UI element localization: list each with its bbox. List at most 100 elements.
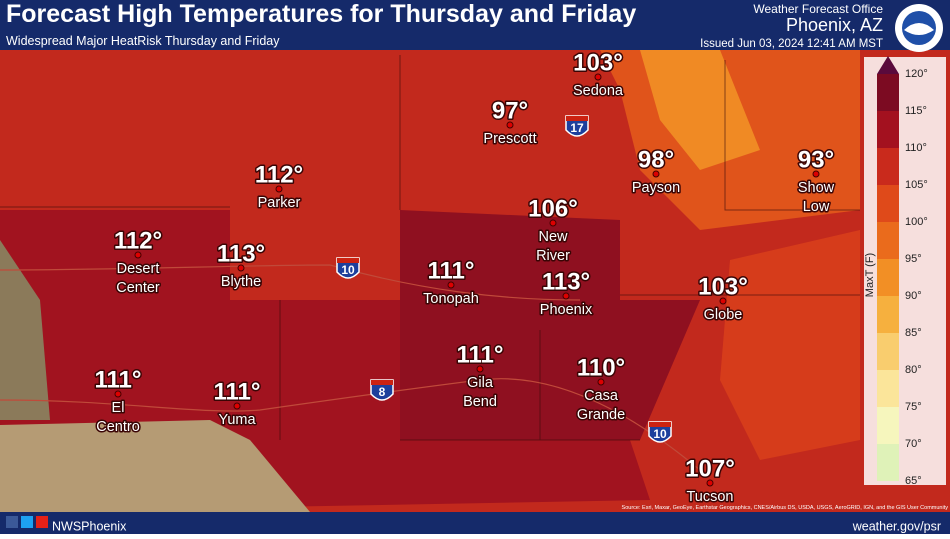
city-name: Tonopah [423, 291, 479, 307]
city-temp: 103° [698, 273, 748, 300]
city-name: Show [798, 180, 835, 196]
city-name: Low [803, 199, 830, 215]
city-name: River [536, 248, 570, 264]
subtitle: Widespread Major HeatRisk Thursday and F… [6, 34, 280, 48]
city-temp: 113° [542, 268, 590, 295]
city-name: Parker [258, 195, 301, 211]
legend-tick-label: 100° [905, 216, 928, 228]
legend: 120° 115° 110° 105° 100° 95° 90° 85° 80° 75° 70° 65… [864, 56, 946, 487]
city-name: New [538, 229, 568, 245]
office: Weather Forecast Office [753, 2, 883, 16]
legend-swatch [877, 74, 899, 111]
legend-tick-label: 110° [905, 142, 927, 154]
city-name: Blythe [221, 274, 261, 290]
legend-tick-label: 65° [905, 475, 922, 487]
city-dot [114, 390, 122, 398]
legend-title: MaxT (F) [864, 253, 876, 297]
footer-url: weather.gov/psr [852, 519, 941, 533]
city-name: Globe [704, 307, 743, 323]
footer-bar [0, 512, 950, 534]
city-name: Gila [467, 375, 494, 391]
source: Source: Esri, Maxar, GeoEye, Earthstar G… [622, 505, 949, 511]
city-name: Bend [463, 394, 497, 410]
city-name: Center [116, 280, 160, 296]
city-name: Prescott [483, 131, 536, 147]
title: Forecast High Temperatures for Thursday … [6, 0, 636, 28]
city-temp: 113° [217, 240, 265, 267]
shield-top [649, 422, 671, 427]
legend-swatch [877, 370, 899, 407]
legend-tick-label: 90° [905, 290, 922, 302]
city-name: Yuma [218, 412, 256, 428]
legend-tick-label: 75° [905, 401, 922, 413]
city-name: Phoenix [540, 302, 593, 318]
interstate-number: 10 [341, 263, 355, 277]
city-temp: 111° [95, 366, 142, 393]
city-dot [506, 121, 514, 129]
city-dot [562, 292, 570, 300]
shield-top [566, 116, 588, 121]
city-dot [719, 297, 727, 305]
legend-tick-label: 80° [905, 364, 922, 376]
city-dot [812, 170, 820, 178]
interstate-number: 8 [379, 385, 386, 399]
legend-tick-label: 115° [905, 105, 927, 117]
city-dot [233, 402, 241, 410]
shield-top [337, 258, 359, 263]
issued: Issued Jun 03, 2024 12:41 AM MST [700, 38, 883, 50]
city-temp: 97° [492, 97, 528, 124]
city-temp: 106° [528, 195, 578, 222]
legend-swatch [877, 111, 899, 148]
legend-swatch [877, 296, 899, 333]
social-icons [6, 516, 48, 528]
city-temp: 110° [577, 354, 625, 381]
footer-handle: NWSPhoenix [52, 519, 127, 533]
city-temp: 112° [255, 161, 303, 188]
city-dot [447, 281, 455, 289]
map-background [0, 50, 950, 512]
legend-swatch [877, 185, 899, 222]
legend-tick-label: 120° [905, 68, 928, 80]
shield-top [371, 380, 393, 385]
interstate-number: 17 [570, 121, 584, 135]
city-dot [275, 185, 283, 193]
city-name: Sedona [573, 83, 624, 99]
city-name: Payson [632, 180, 680, 196]
legend-swatch [877, 259, 899, 296]
legend-tick-label: 95° [905, 253, 922, 265]
city-temp: 111° [214, 378, 261, 405]
city-dot [652, 170, 660, 178]
city-name: Desert [117, 261, 160, 277]
city-name: El [112, 400, 125, 416]
city-name: Grande [577, 407, 625, 423]
legend-swatch [877, 444, 899, 481]
legend-swatch [877, 407, 899, 444]
legend-swatch [877, 222, 899, 259]
legend-arrow [877, 56, 899, 74]
city-temp: 98° [638, 146, 674, 173]
city-name: Casa [584, 388, 619, 404]
city-name: Tucson [686, 489, 733, 505]
nws-logo [895, 4, 943, 52]
city-temp: 112° [114, 227, 162, 254]
city-temp: 111° [457, 341, 504, 368]
city-name: Centro [96, 419, 140, 435]
city-dot [594, 73, 602, 81]
legend-swatch [877, 333, 899, 370]
legend-swatch [877, 148, 899, 185]
city-dot [597, 378, 605, 386]
city-dot [476, 365, 484, 373]
city-dot [549, 219, 557, 227]
city-temp: 111° [428, 257, 475, 284]
city-temp: 103° [573, 49, 623, 76]
city-dot [134, 251, 142, 259]
legend-tick-label: 105° [905, 179, 928, 191]
legend-tick-label: 70° [905, 438, 922, 450]
city-temp: 107° [685, 455, 735, 482]
legend-tick-label: 85° [905, 327, 922, 339]
city-temp: 93° [798, 146, 834, 173]
city-dot [706, 479, 714, 487]
interstate-number: 10 [653, 427, 667, 441]
city-dot [237, 264, 245, 272]
